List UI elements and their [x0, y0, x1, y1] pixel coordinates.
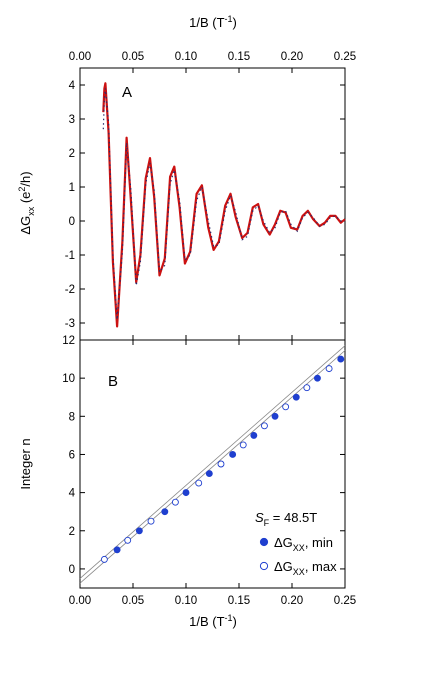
top-x-tick-label: 0.20: [281, 51, 303, 63]
bottom-x-tick-label: 0.15: [228, 595, 250, 607]
fit-curve: [102, 82, 346, 328]
panel-a-ticks: 0.00 0.05 0.10 0.15 0.20 0.25 -3 -2 -1 0 1 2 3 4: [65, 51, 356, 340]
bottom-x-tick-label: 0.00: [69, 595, 91, 607]
data-curve: [102, 88, 345, 320]
point-max: [282, 403, 290, 411]
point-min: [337, 355, 345, 363]
fermi-area-annotation: SF = 48.5T: [255, 510, 317, 528]
point-max: [239, 441, 247, 449]
point-max: [195, 479, 203, 487]
point-max: [303, 384, 311, 392]
panel-b-y-tick-label: 12: [62, 335, 75, 347]
panel-a-y-tick-label: 2: [69, 148, 75, 160]
fit-line: [79, 345, 346, 579]
panel-b-y-tick-label: 10: [62, 373, 75, 385]
point-max: [171, 498, 179, 506]
panel-b-letter: B: [108, 373, 118, 390]
point-max: [100, 555, 108, 563]
panel-b: 0.00 0.05 0.10 0.15 0.20 0.25 0 2 4 6 8 10 12 B Inte…: [18, 335, 356, 607]
panel-b-y-tick-label: 0: [69, 564, 75, 576]
top-axis-title: 1/B (T-1): [189, 14, 237, 30]
point-max: [260, 422, 268, 430]
panel-a-y-tick-label: 1: [69, 182, 75, 194]
panel-a-y-tick-label: 4: [69, 80, 76, 92]
fit-line: [79, 350, 346, 584]
point-min: [182, 489, 190, 497]
bottom-x-tick-label: 0.20: [281, 595, 303, 607]
panel-b-ticks: 0.00 0.05 0.10 0.15 0.20 0.25 0 2 4 6 8 10 12: [62, 335, 356, 607]
point-max: [325, 365, 333, 373]
panel-a-series: [102, 82, 346, 328]
point-min: [161, 508, 169, 516]
point-min: [292, 393, 300, 401]
legend: ΔGXX, min ΔGXX, max: [259, 535, 337, 577]
top-x-tick-label: 0.10: [175, 51, 197, 63]
point-min: [250, 431, 258, 439]
bottom-x-tick-label: 0.05: [122, 595, 144, 607]
panel-a-y-tick-label: -1: [65, 250, 75, 262]
panel-a-letter: A: [122, 84, 132, 101]
legend-marker-min: [259, 537, 269, 547]
point-max: [217, 460, 225, 468]
top-x-tick-label: 0.00: [69, 51, 91, 63]
panel-b-y-tick-label: 6: [69, 449, 75, 461]
point-min: [313, 374, 321, 382]
point-max: [147, 517, 155, 525]
point-min: [229, 451, 237, 458]
bottom-x-tick-label: 0.10: [175, 595, 197, 607]
panel-b-y-tick-label: 8: [69, 411, 75, 423]
panel-b-y-axis-title: Integer n: [18, 438, 33, 489]
top-x-tick-label: 0.05: [122, 51, 144, 63]
point-min: [113, 546, 121, 554]
bottom-axis-title: 1/B (T-1): [189, 613, 237, 629]
panel-a-y-tick-label: -2: [65, 284, 75, 296]
panel-b-y-tick-label: 4: [69, 488, 76, 500]
point-min: [135, 527, 143, 535]
panel-a: 0.00 0.05 0.10 0.15 0.20 0.25 -3 -2 -1 0 1 2 3 4 A ΔG…: [17, 51, 356, 341]
panel-a-y-tick-label: 0: [69, 216, 75, 228]
point-max: [124, 536, 132, 544]
panel-b-series: [79, 345, 346, 584]
legend-label-max: ΔGXX, max: [274, 559, 337, 577]
panel-a-y-tick-label: -3: [65, 318, 75, 330]
panel-a-y-tick-label: 3: [69, 114, 75, 126]
point-min: [271, 412, 279, 420]
panel-a-y-axis-title: ΔGxx (e2/h): [17, 171, 36, 234]
legend-label-min: ΔGXX, min: [274, 535, 333, 553]
panel-b-y-tick-label: 2: [69, 526, 75, 538]
top-x-tick-label: 0.15: [228, 51, 250, 63]
top-x-tick-label: 0.25: [334, 51, 356, 63]
bottom-x-tick-label: 0.25: [334, 595, 356, 607]
point-min: [205, 470, 213, 477]
legend-marker-max: [259, 561, 269, 571]
panel-b-frame: [79, 339, 346, 589]
